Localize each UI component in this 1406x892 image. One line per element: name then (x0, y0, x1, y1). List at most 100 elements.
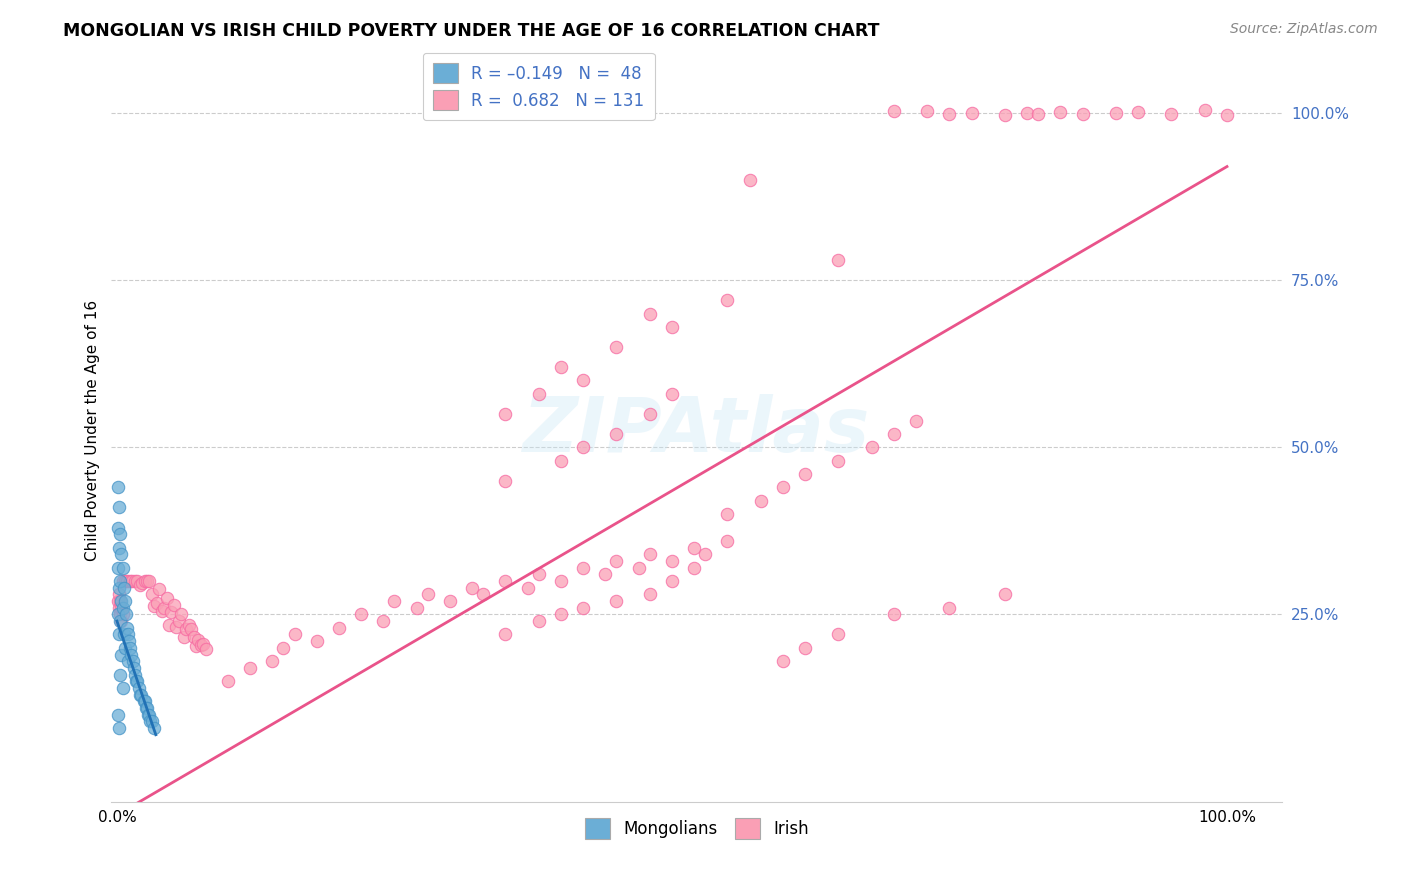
Legend: Mongolians, Irish: Mongolians, Irish (579, 812, 815, 846)
Point (661, 574, 683, 588)
Point (1105, 106, 1128, 120)
Point (183, 630, 205, 644)
Point (794, 640, 817, 655)
Point (114, 594, 136, 608)
Y-axis label: Child Poverty Under the Age of 16: Child Poverty Under the Age of 16 (86, 300, 100, 561)
Point (772, 480, 794, 494)
Point (439, 594, 461, 608)
Point (638, 307, 661, 321)
Point (550, 360, 572, 375)
Point (110, 574, 132, 588)
Point (141, 587, 163, 601)
Point (131, 576, 153, 591)
Point (177, 617, 200, 632)
Point (107, 607, 129, 622)
Point (124, 574, 146, 588)
Point (827, 253, 849, 268)
Point (115, 621, 138, 635)
Point (111, 607, 134, 622)
Point (117, 574, 139, 588)
Point (373, 614, 395, 628)
Point (461, 581, 484, 595)
Point (638, 407, 661, 421)
Point (772, 654, 794, 668)
Point (683, 541, 706, 555)
Point (284, 627, 307, 641)
Point (738, 173, 761, 187)
Point (136, 574, 159, 588)
Point (938, 107, 960, 121)
Point (262, 654, 284, 668)
Point (1017, 106, 1039, 120)
Point (107, 520, 129, 534)
Point (550, 607, 572, 622)
Point (661, 554, 683, 568)
Point (994, 587, 1017, 601)
Point (1071, 107, 1094, 121)
Point (148, 582, 170, 597)
Point (118, 634, 141, 648)
Point (495, 627, 517, 641)
Point (350, 607, 373, 622)
Point (527, 614, 550, 628)
Point (117, 654, 139, 668)
Point (142, 721, 165, 735)
Point (128, 681, 150, 695)
Point (794, 467, 817, 481)
Text: ZIPAtlas: ZIPAtlas (523, 393, 870, 467)
Point (120, 648, 142, 662)
Point (472, 587, 495, 601)
Point (627, 560, 650, 574)
Point (122, 661, 145, 675)
Point (108, 721, 131, 735)
Point (527, 387, 550, 401)
Point (883, 103, 905, 118)
Point (136, 701, 159, 715)
Point (749, 493, 772, 508)
Point (114, 574, 136, 588)
Point (495, 574, 517, 588)
Point (141, 714, 163, 729)
Point (1049, 105, 1071, 120)
Point (883, 607, 905, 622)
Point (184, 639, 207, 653)
Point (127, 574, 149, 588)
Point (107, 560, 129, 574)
Point (115, 607, 138, 622)
Point (134, 574, 156, 588)
Point (605, 426, 627, 441)
Point (108, 627, 131, 641)
Point (138, 574, 160, 588)
Point (131, 688, 153, 702)
Point (160, 605, 183, 619)
Point (108, 600, 131, 615)
Point (111, 600, 134, 615)
Point (125, 674, 148, 689)
Point (516, 581, 538, 595)
Point (136, 707, 159, 722)
Point (107, 707, 129, 722)
Point (112, 581, 135, 595)
Point (110, 594, 132, 608)
Point (716, 293, 738, 308)
Point (111, 560, 134, 574)
Point (716, 533, 738, 548)
Point (112, 627, 135, 641)
Point (107, 594, 129, 608)
Point (938, 600, 960, 615)
Point (108, 581, 131, 595)
Point (550, 574, 572, 588)
Point (110, 607, 132, 622)
Point (153, 600, 176, 615)
Point (110, 527, 132, 541)
Point (110, 667, 132, 681)
Text: MONGOLIAN VS IRISH CHILD POVERTY UNDER THE AGE OF 16 CORRELATION CHART: MONGOLIAN VS IRISH CHILD POVERTY UNDER T… (63, 22, 880, 40)
Point (605, 554, 627, 568)
Point (1128, 104, 1150, 119)
Point (125, 674, 148, 689)
Point (124, 667, 146, 681)
Point (117, 627, 139, 641)
Point (121, 654, 143, 668)
Point (190, 638, 212, 652)
Point (595, 567, 617, 582)
